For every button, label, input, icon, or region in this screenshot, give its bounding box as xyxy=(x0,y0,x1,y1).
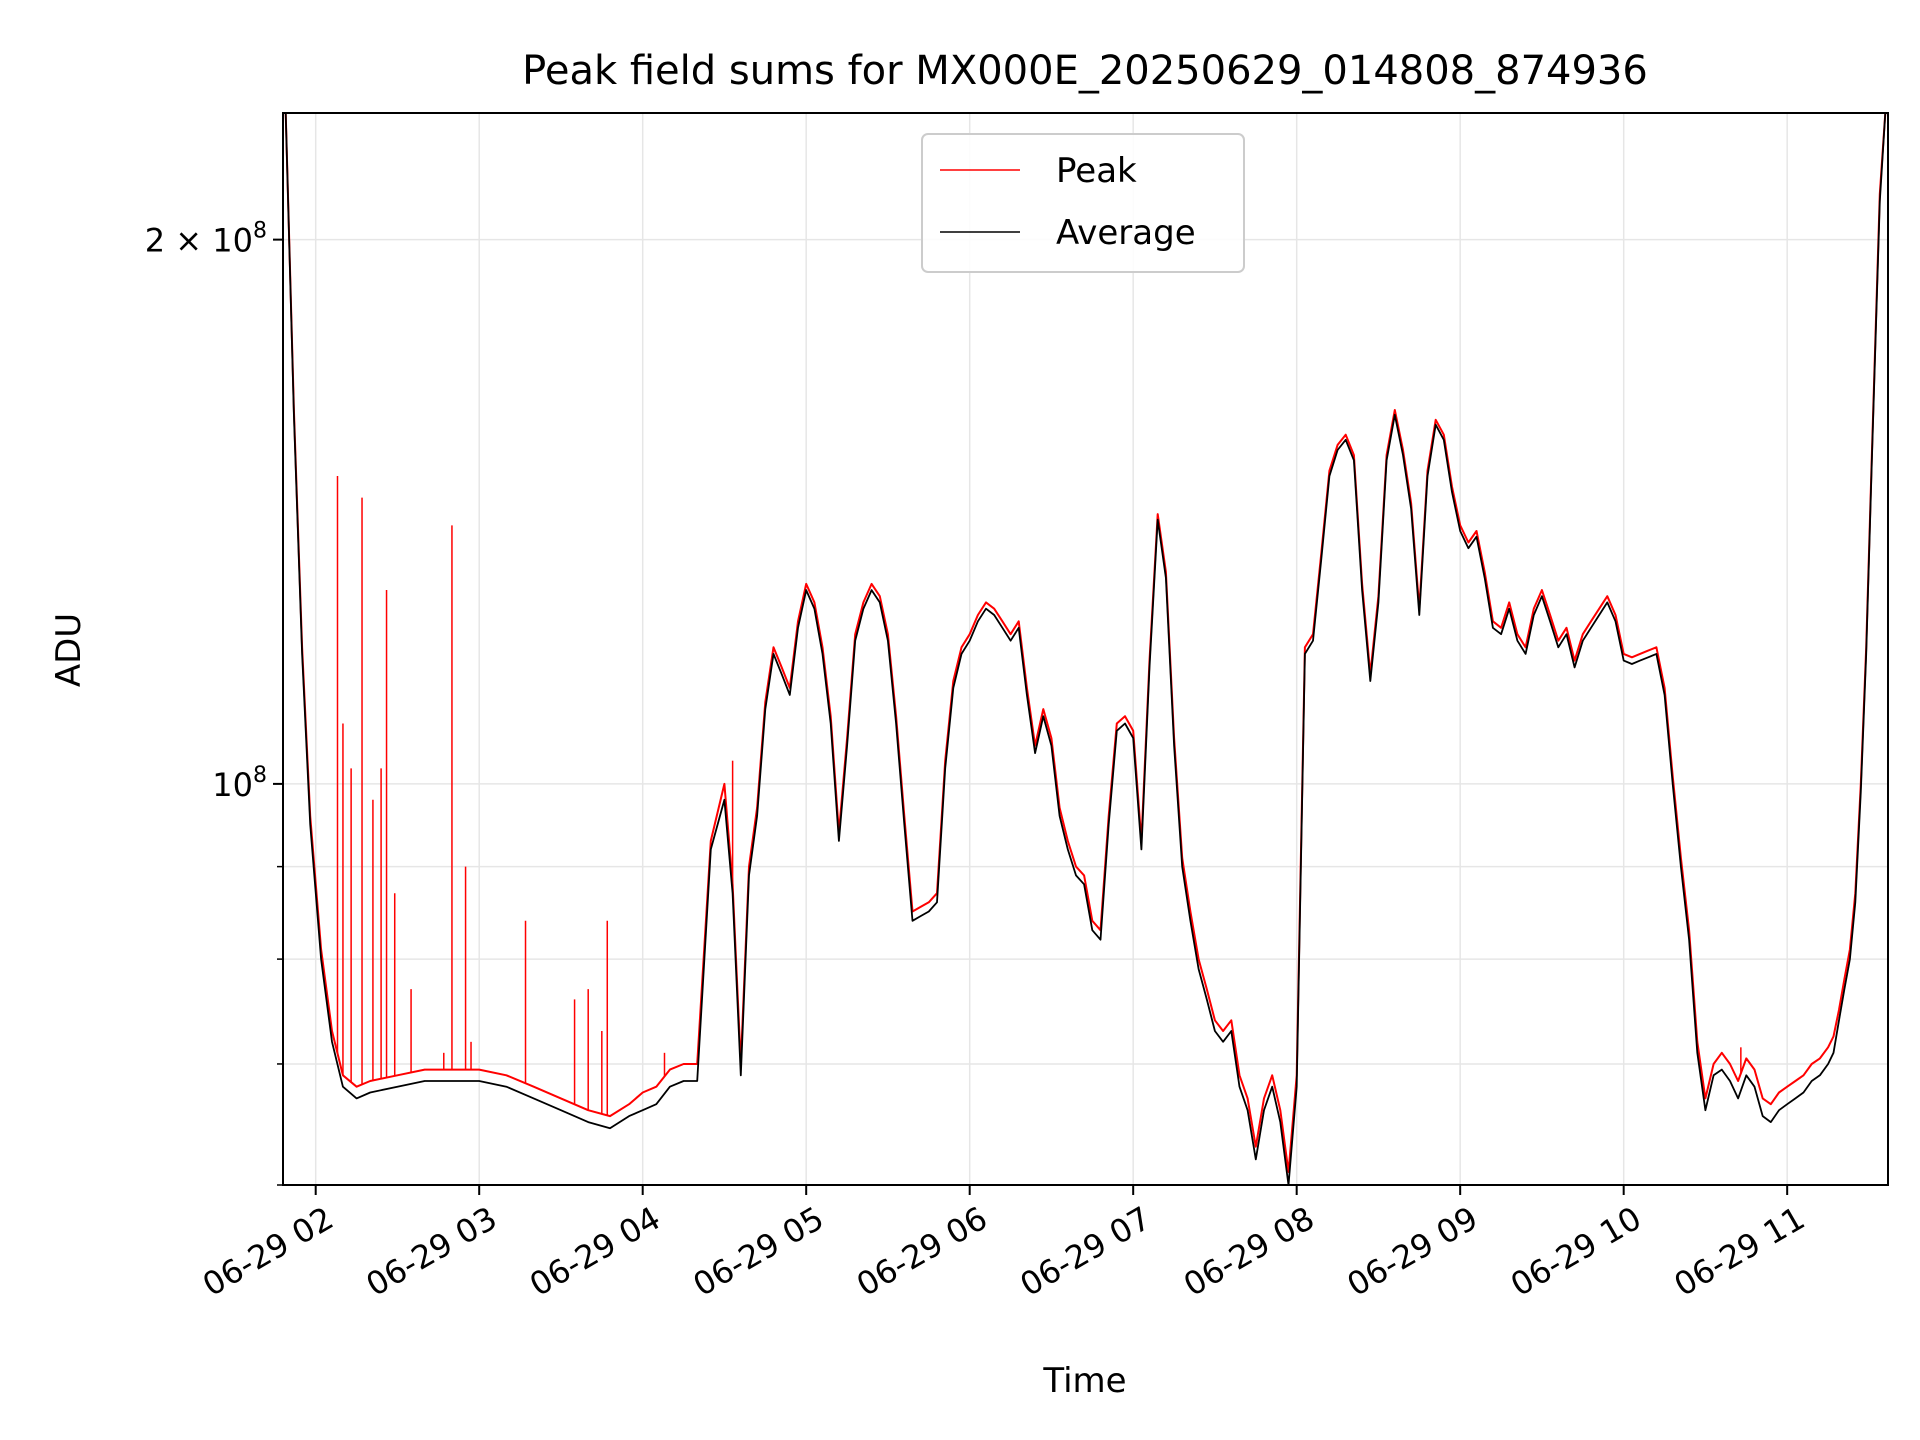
legend: Peak Average xyxy=(921,133,1245,273)
x-axis-label: Time xyxy=(1042,1361,1126,1401)
y-tick-label: 108 xyxy=(212,763,267,804)
plot-frame xyxy=(282,112,1889,1186)
series-line-average xyxy=(284,113,1887,1185)
y-axis-label: ADU xyxy=(49,613,89,687)
legend-label-average: Average xyxy=(1056,213,1196,253)
y-axis: 2 × 108 108 xyxy=(145,219,283,1186)
series-layer xyxy=(284,113,1887,1185)
series-group xyxy=(284,113,1887,1185)
legend-box xyxy=(921,133,1245,273)
legend-label-peak: Peak xyxy=(1056,151,1137,191)
y-tick-label: 2 × 108 xyxy=(145,219,267,260)
chart-title: Peak field sums for MX000E_20250629_0148… xyxy=(522,48,1648,94)
